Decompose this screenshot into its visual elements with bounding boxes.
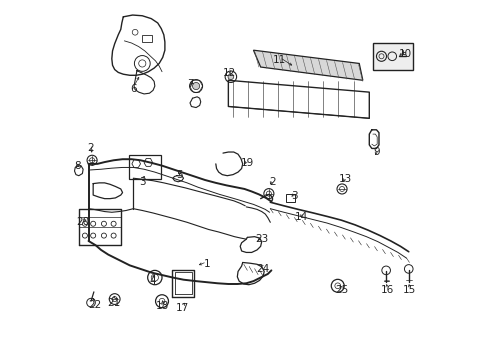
- Text: 1: 1: [203, 259, 210, 269]
- Circle shape: [227, 74, 233, 80]
- Text: 21: 21: [107, 298, 120, 308]
- Bar: [285, 194, 294, 202]
- Text: 8: 8: [74, 161, 81, 171]
- Text: 3: 3: [291, 191, 297, 201]
- Bar: [129, 155, 160, 179]
- Text: 15: 15: [402, 285, 415, 296]
- Text: 9: 9: [373, 147, 380, 157]
- Bar: [372, 42, 412, 69]
- Text: 4: 4: [149, 276, 156, 286]
- Text: 24: 24: [256, 264, 269, 274]
- Text: 17: 17: [176, 303, 189, 314]
- Text: 10: 10: [398, 49, 411, 59]
- Text: 11: 11: [272, 55, 285, 65]
- Text: 12: 12: [223, 68, 236, 78]
- Text: 20: 20: [76, 217, 89, 227]
- Polygon shape: [253, 50, 362, 80]
- Text: 7: 7: [186, 79, 193, 89]
- Text: 19: 19: [240, 158, 253, 168]
- Text: 23: 23: [255, 234, 268, 244]
- Text: 3: 3: [139, 177, 145, 187]
- Text: 14: 14: [294, 212, 307, 221]
- Text: 2: 2: [87, 143, 94, 153]
- Text: 22: 22: [88, 300, 101, 310]
- Text: 25: 25: [335, 285, 348, 296]
- Bar: [142, 36, 152, 42]
- Text: 6: 6: [130, 84, 137, 94]
- Text: 16: 16: [380, 285, 393, 296]
- Text: 18: 18: [156, 301, 169, 311]
- Text: 2: 2: [268, 177, 275, 187]
- Text: 5: 5: [176, 170, 183, 180]
- Text: 13: 13: [338, 174, 351, 184]
- Circle shape: [192, 82, 199, 90]
